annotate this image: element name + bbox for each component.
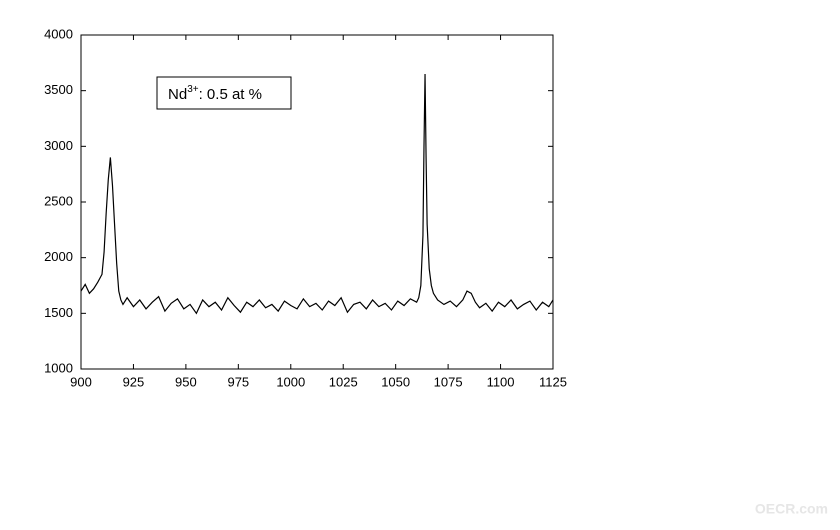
y-tick-label: 4000: [44, 26, 73, 41]
x-tick-label: 925: [123, 374, 145, 389]
y-tick-label: 1500: [44, 305, 73, 320]
y-tick-label: 2500: [44, 193, 73, 208]
y-tick-label: 3000: [44, 138, 73, 153]
x-tick-label: 1025: [329, 374, 358, 389]
y-tick-label: 3500: [44, 82, 73, 97]
annotation-sup: 3+: [187, 84, 199, 95]
annotation-box: [156, 76, 292, 110]
x-tick-label: 1075: [434, 374, 463, 389]
x-tick-label: 1050: [381, 374, 410, 389]
x-tick-label: 1125: [539, 374, 567, 389]
y-tick-label: 2000: [44, 249, 73, 264]
spectrum-line: [80, 73, 554, 315]
annotation-text: Nd: [168, 86, 187, 103]
x-tick-label: 1100: [487, 374, 515, 389]
x-tick-label: 975: [227, 374, 249, 389]
x-tick-label: 900: [70, 374, 92, 389]
y-tick-label: 1000: [44, 360, 73, 375]
x-tick-label: 950: [175, 374, 197, 389]
watermark: OECR.com: [755, 501, 828, 517]
annotation: Nd3+: 0.5 at %: [168, 84, 262, 103]
x-tick-label: 1000: [276, 374, 305, 389]
annotation-rest: : 0.5 at %: [199, 86, 262, 103]
plot-frame: [80, 34, 554, 370]
